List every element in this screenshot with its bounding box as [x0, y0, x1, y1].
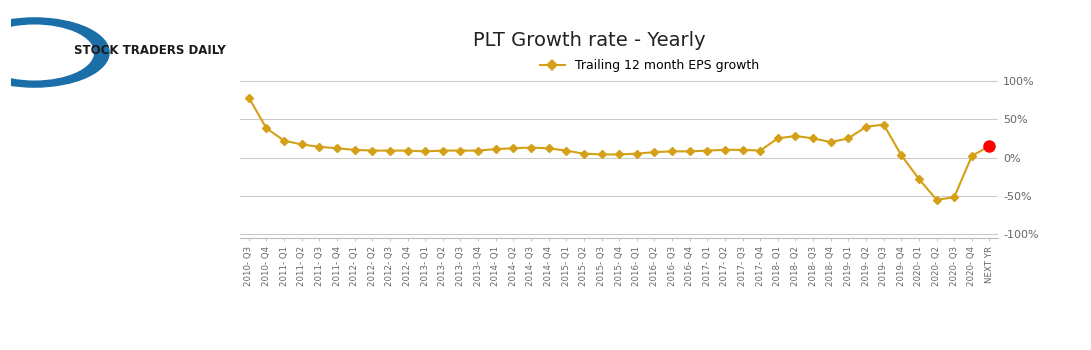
Text: STOCK TRADERS DAILY: STOCK TRADERS DAILY [74, 44, 226, 57]
Circle shape [0, 18, 109, 87]
Legend: Trailing 12 month EPS growth: Trailing 12 month EPS growth [535, 54, 764, 77]
Text: PLT Growth rate - Yearly: PLT Growth rate - Yearly [472, 32, 706, 50]
Circle shape [0, 25, 94, 80]
